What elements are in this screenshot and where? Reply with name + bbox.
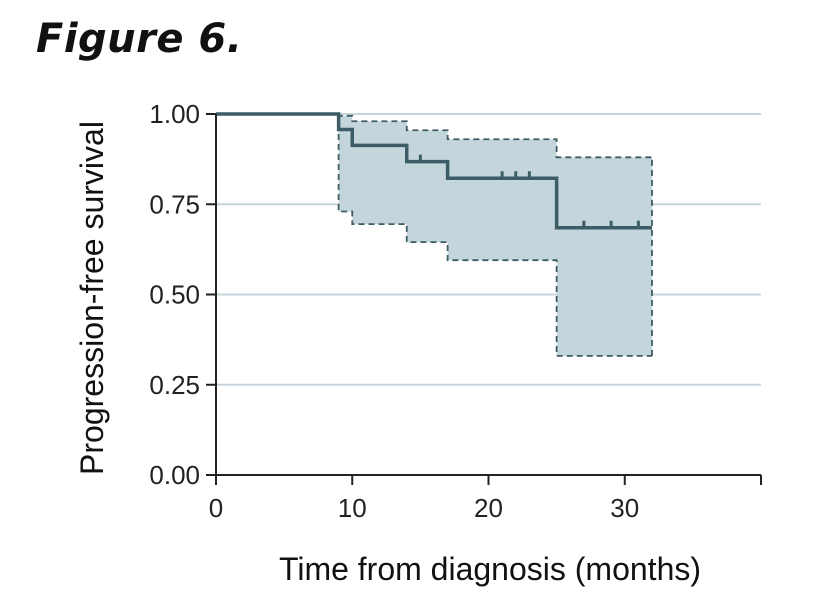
confidence-band	[216, 114, 652, 356]
x-tick-labels: 0 10 20 30	[209, 493, 639, 523]
x-axis-title: Time from diagnosis (months)	[279, 551, 701, 587]
x-tick-label-0: 0	[209, 493, 223, 523]
x-tick-label-1: 10	[338, 493, 367, 523]
axes	[206, 113, 762, 485]
y-tick-labels: 0.00 0.25 0.50 0.75 1.00	[149, 99, 200, 490]
x-tick-label-3: 30	[610, 493, 639, 523]
figure-label: Figure 6.	[36, 16, 243, 62]
y-tick-label-4: 1.00	[149, 99, 200, 129]
y-tick-label-1: 0.25	[149, 370, 200, 400]
y-tick-label-2: 0.50	[149, 280, 200, 310]
survival-curve	[216, 112, 652, 230]
ci-lower-line	[337, 114, 653, 357]
x-tick-label-2: 20	[474, 493, 503, 523]
y-tick-label-3: 0.75	[149, 189, 200, 219]
ci-upper-line	[337, 114, 652, 159]
censor-marks	[418, 154, 640, 228]
y-axis-title: Progression-free survival	[74, 121, 110, 475]
y-tick-label-0: 0.00	[149, 460, 200, 490]
